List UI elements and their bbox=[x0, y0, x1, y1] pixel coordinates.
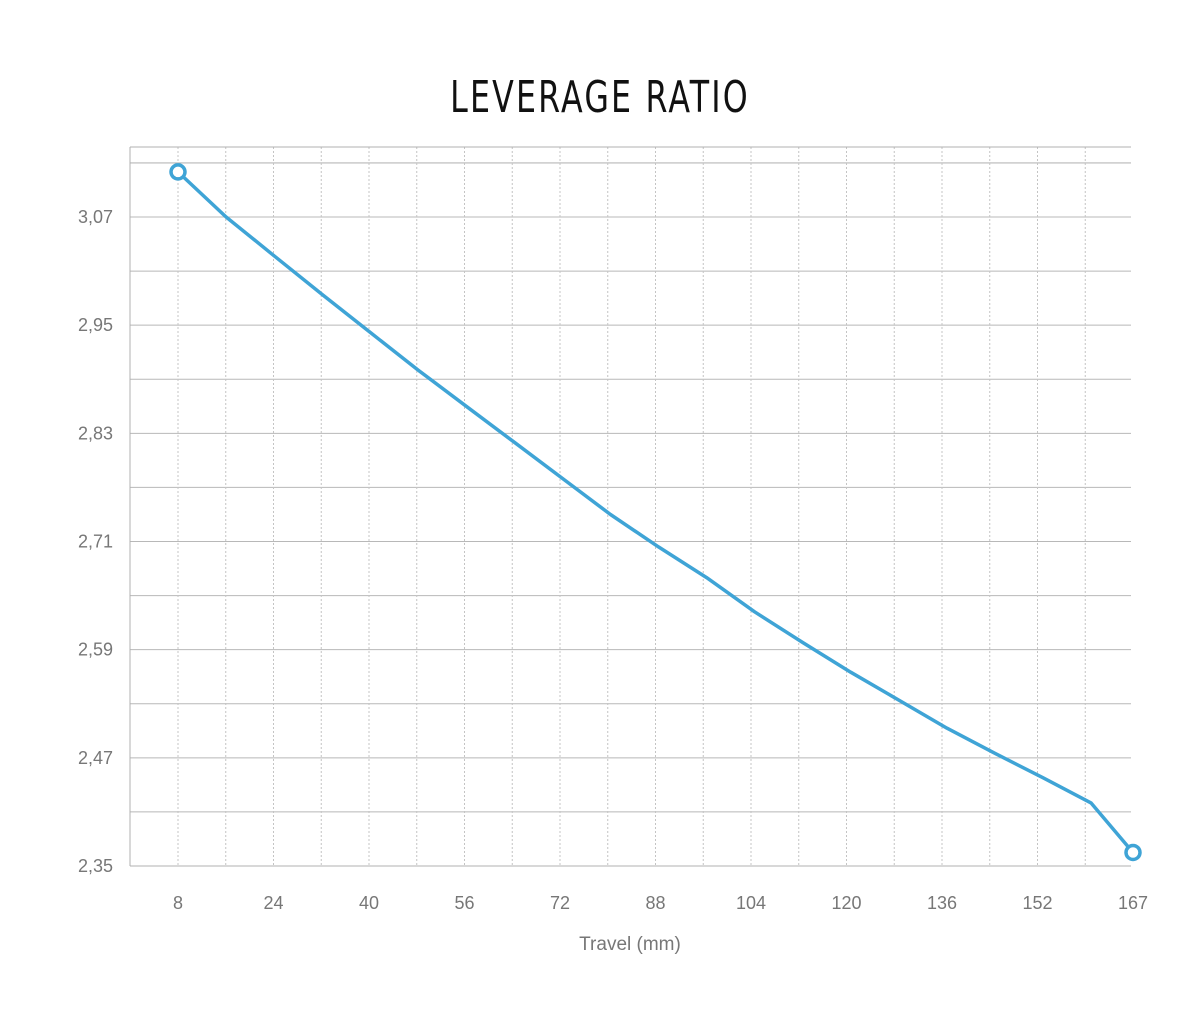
y-tick-label: 2,59 bbox=[78, 640, 113, 660]
x-tick-label: 72 bbox=[550, 893, 570, 913]
x-tick-label: 152 bbox=[1022, 893, 1052, 913]
endpoint-marker bbox=[1124, 843, 1142, 862]
y-tick-label: 2,71 bbox=[78, 532, 113, 552]
y-tick-label: 2,35 bbox=[78, 856, 113, 876]
series-line bbox=[176, 170, 1135, 855]
x-tick-label: 8 bbox=[173, 893, 183, 913]
x-tick-label: 120 bbox=[831, 893, 861, 913]
x-tick-label: 40 bbox=[359, 893, 379, 913]
x-tick-label: 136 bbox=[927, 893, 957, 913]
y-tick-label: 2,95 bbox=[78, 315, 113, 335]
y-tick-label: 3,07 bbox=[78, 207, 113, 227]
x-axis-label: Travel (mm) bbox=[579, 934, 681, 955]
chart-title: LEVERAGE RATIO bbox=[450, 72, 750, 123]
y-tick-label: 2,83 bbox=[78, 423, 113, 443]
x-tick-label: 88 bbox=[645, 893, 665, 913]
x-tick-label: 24 bbox=[263, 893, 283, 913]
endpoint-marker bbox=[169, 163, 187, 181]
x-tick-label: 104 bbox=[736, 893, 766, 913]
x-tick-label: 56 bbox=[454, 893, 474, 913]
x-tick-label: 167 bbox=[1118, 893, 1148, 913]
y-tick-label: 2,47 bbox=[78, 748, 113, 768]
